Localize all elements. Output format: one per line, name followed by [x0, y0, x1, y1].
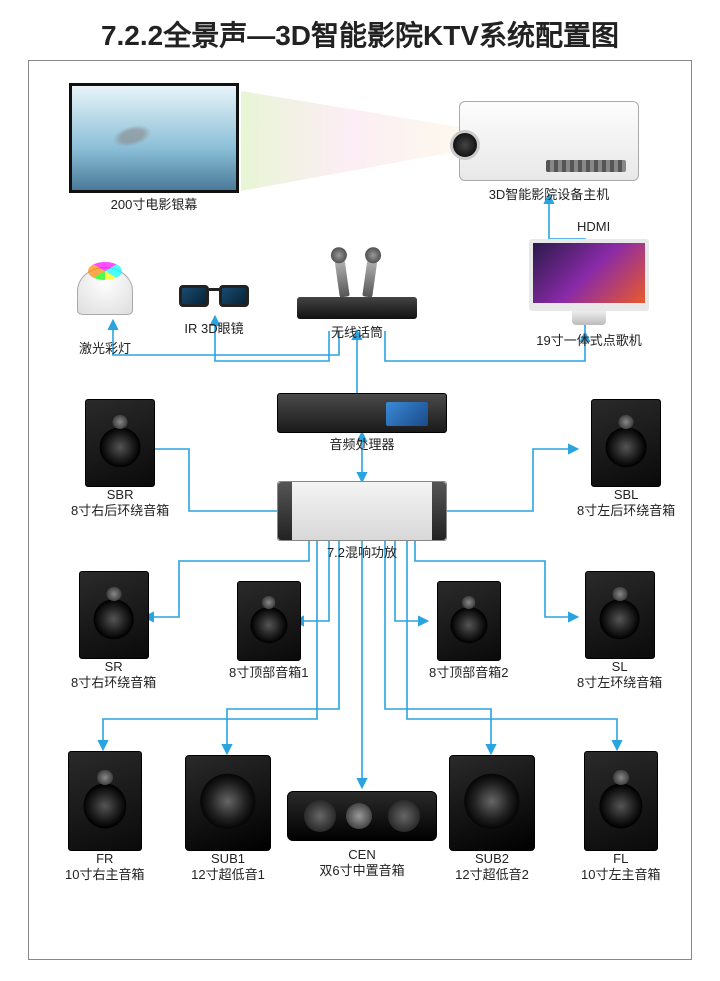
- sbl-label: 8寸左后环绕音箱: [577, 503, 675, 519]
- sbr-label: 8寸右后环绕音箱: [71, 503, 169, 519]
- node-fr: FR 10寸右主音箱: [65, 751, 144, 884]
- mic-label: 无线话筒: [331, 325, 383, 341]
- sub1-label: 12寸超低音1: [191, 867, 265, 883]
- projector-icon: [459, 101, 639, 181]
- speaker-sbl-icon: [591, 399, 661, 487]
- node-screen: 200寸电影银幕: [69, 83, 239, 213]
- speaker-sl-icon: [585, 571, 655, 659]
- node-sbr: SBR 8寸右后环绕音箱: [71, 399, 169, 520]
- subwoofer-1-icon: [185, 755, 271, 851]
- sbl-code: SBL: [614, 487, 639, 503]
- fl-label: 10寸左主音箱: [581, 867, 660, 883]
- page-title: 7.2.2全景声—3D智能影院KTV系统配置图: [0, 0, 720, 64]
- node-sl: SL 8寸左环绕音箱: [577, 571, 662, 692]
- hdmi-label: HDMI: [577, 219, 610, 234]
- node-sbl: SBL 8寸左后环绕音箱: [577, 399, 675, 520]
- subwoofer-2-icon: [449, 755, 535, 851]
- sr-code: SR: [105, 659, 123, 675]
- speaker-sr-icon: [79, 571, 149, 659]
- center-speaker-icon: [287, 791, 437, 841]
- microphone-icon: [297, 249, 417, 319]
- sbr-code: SBR: [107, 487, 134, 503]
- projector-label: 3D智能影院设备主机: [489, 187, 610, 203]
- node-processor: 音频处理器: [277, 393, 447, 453]
- jukebox-icon: [529, 239, 649, 329]
- node-laser: 激光彩灯: [77, 267, 133, 357]
- speaker-top1-icon: [237, 581, 301, 661]
- screen-icon: [69, 83, 239, 193]
- cen-label: 双6寸中置音箱: [319, 863, 404, 879]
- node-sub1: SUB1 12寸超低音1: [185, 755, 271, 884]
- fr-code: FR: [96, 851, 113, 867]
- screen-label: 200寸电影银幕: [111, 197, 198, 213]
- jukebox-label: 19寸一体式点歌机: [536, 333, 641, 349]
- sl-label: 8寸左环绕音箱: [577, 675, 662, 691]
- top2-label: 8寸顶部音箱2: [429, 665, 508, 681]
- speaker-fl-icon: [584, 751, 658, 851]
- fl-code: FL: [613, 851, 628, 867]
- node-mic: 无线话筒: [297, 249, 417, 341]
- fr-label: 10寸右主音箱: [65, 867, 144, 883]
- node-projector: 3D智能影院设备主机: [459, 101, 639, 203]
- speaker-top2-icon: [437, 581, 501, 661]
- laser-label: 激光彩灯: [79, 341, 131, 357]
- laser-light-icon: [77, 267, 133, 315]
- top1-label: 8寸顶部音箱1: [229, 665, 308, 681]
- sub2-label: 12寸超低音2: [455, 867, 529, 883]
- speaker-fr-icon: [68, 751, 142, 851]
- node-jukebox: 19寸一体式点歌机: [529, 239, 649, 349]
- sub2-code: SUB2: [475, 851, 509, 867]
- audio-processor-icon: [277, 393, 447, 433]
- glasses-icon: [179, 285, 249, 313]
- node-top2: 8寸顶部音箱2: [429, 581, 508, 681]
- node-sub2: SUB2 12寸超低音2: [449, 755, 535, 884]
- glasses-label: IR 3D眼镜: [184, 321, 243, 337]
- speaker-sbr-icon: [85, 399, 155, 487]
- sl-code: SL: [612, 659, 628, 675]
- node-fl: FL 10寸左主音箱: [581, 751, 660, 884]
- node-sr: SR 8寸右环绕音箱: [71, 571, 156, 692]
- node-top1: 8寸顶部音箱1: [229, 581, 308, 681]
- diagram-frame: 200寸电影银幕 3D智能影院设备主机 HDMI 激光彩灯 IR 3D眼镜 无线…: [28, 60, 692, 960]
- node-glasses: IR 3D眼镜: [179, 285, 249, 337]
- amplifier-icon: [277, 481, 447, 541]
- amp-label: 7.2混响功放: [327, 545, 397, 561]
- cen-code: CEN: [348, 847, 375, 863]
- node-amp: 7.2混响功放: [277, 481, 447, 561]
- sub1-code: SUB1: [211, 851, 245, 867]
- node-cen: CEN 双6寸中置音箱: [287, 791, 437, 880]
- sr-label: 8寸右环绕音箱: [71, 675, 156, 691]
- processor-label: 音频处理器: [329, 437, 394, 453]
